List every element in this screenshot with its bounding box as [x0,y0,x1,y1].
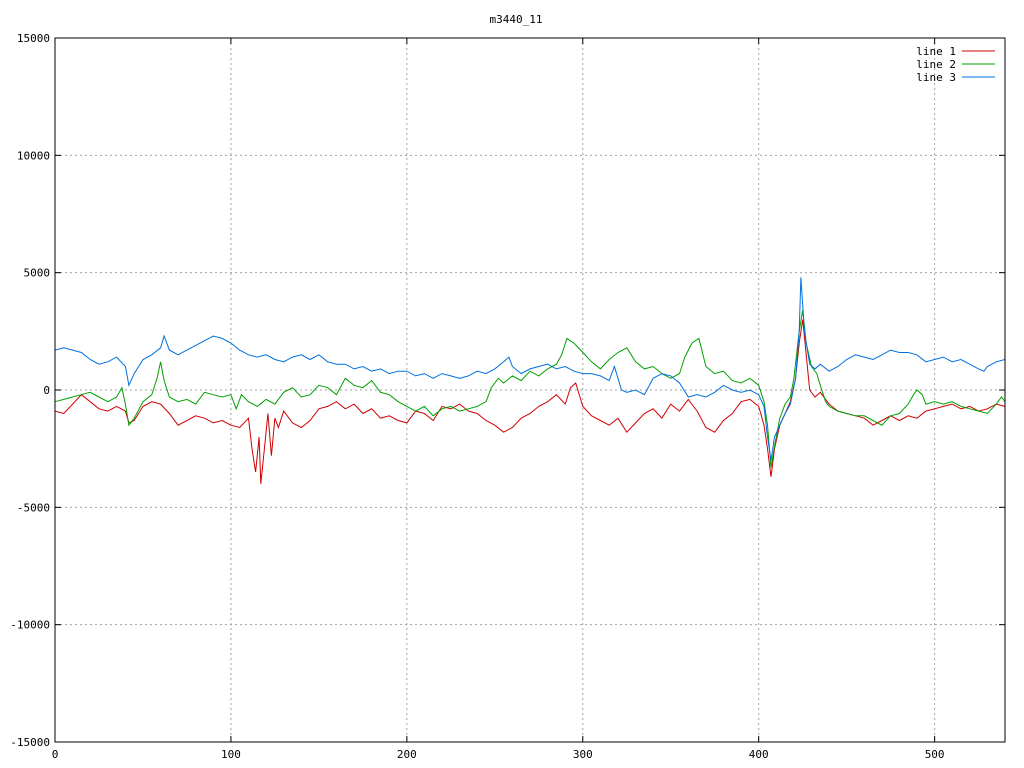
x-tick-label: 500 [925,748,945,761]
y-tick-label: 10000 [17,149,50,162]
legend-label-3: line 3 [916,71,956,84]
y-tick-label: -15000 [10,736,50,749]
x-tick-label: 100 [221,748,241,761]
chart-title: m3440_11 [490,13,543,26]
y-tick-label: 0 [43,384,50,397]
series-line-2 [54,310,1006,468]
legend-label-2: line 2 [916,58,956,71]
x-tick-label: 0 [52,748,59,761]
y-tick-label: -10000 [10,619,50,632]
series-line-3 [54,277,1006,461]
grid [55,38,1005,742]
y-tick-label: 5000 [24,267,51,280]
series-group [54,277,1006,484]
x-tick-label: 300 [573,748,593,761]
y-tick-label: -5000 [17,501,50,514]
x-tick-label: 200 [397,748,417,761]
y-tick-label: 15000 [17,32,50,45]
ticks: 0 100 200 300 400 500 -15000 -10000 -5000 0 5000 10… [10,32,1005,761]
x-tick-label: 400 [749,748,769,761]
legend-label-1: line 1 [916,45,956,58]
